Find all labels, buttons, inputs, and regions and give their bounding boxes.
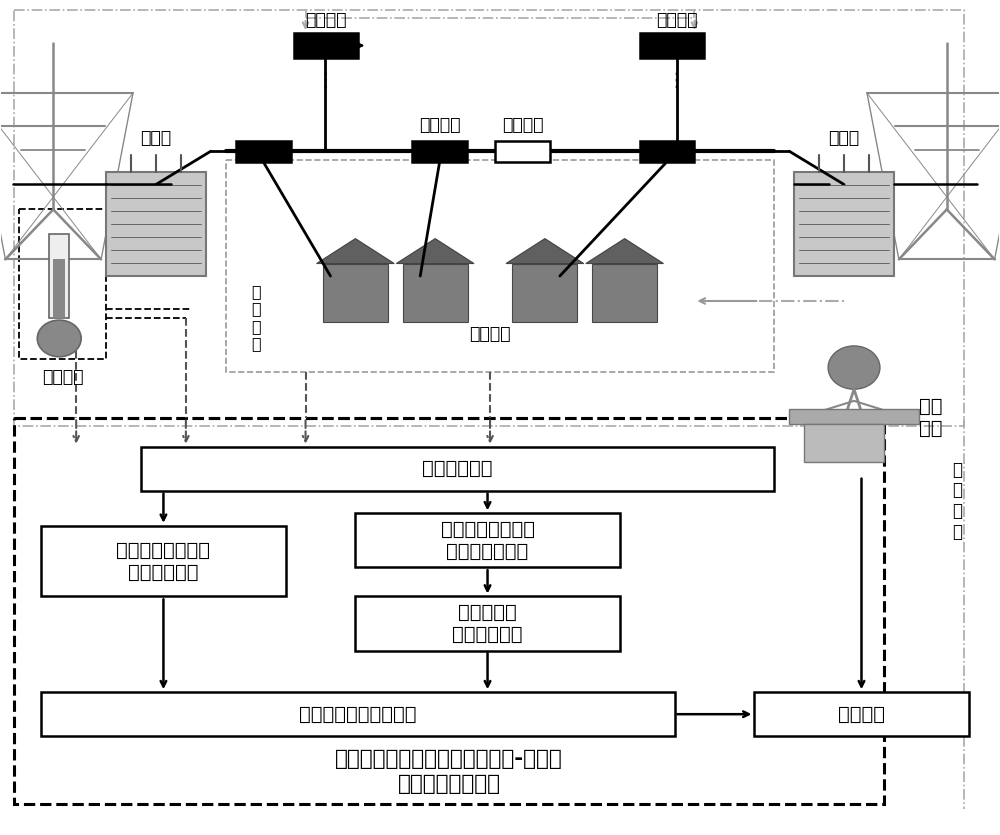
Text: 环境温度: 环境温度 bbox=[42, 367, 84, 386]
Text: 协同过载控制方法: 协同过载控制方法 bbox=[398, 774, 501, 794]
Bar bbox=[236, 141, 291, 162]
Circle shape bbox=[37, 320, 81, 357]
Bar bbox=[294, 33, 358, 58]
Text: 馈线开关: 馈线开关 bbox=[656, 11, 697, 29]
Text: 变压器: 变压器 bbox=[140, 129, 172, 147]
Bar bbox=[789, 409, 919, 424]
Polygon shape bbox=[592, 264, 657, 321]
Text: 可控负荷: 可控负荷 bbox=[469, 326, 511, 343]
Text: 控制对象预处理及
供电台区辨识: 控制对象预处理及 供电台区辨识 bbox=[116, 540, 210, 581]
Bar bbox=[794, 172, 894, 276]
Text: 馈线开关: 馈线开关 bbox=[305, 11, 346, 29]
Text: 联络开关: 联络开关 bbox=[502, 116, 543, 134]
Text: ⋮: ⋮ bbox=[316, 71, 335, 90]
Polygon shape bbox=[317, 239, 394, 264]
Polygon shape bbox=[506, 239, 584, 264]
Polygon shape bbox=[323, 264, 388, 321]
Text: 计及变压器动态安全裕度的电网-变压器: 计及变压器动态安全裕度的电网-变压器 bbox=[335, 749, 563, 769]
Text: 差异性调控或保护策略: 差异性调控或保护策略 bbox=[299, 705, 417, 724]
Text: 监
测
信
息: 监 测 信 息 bbox=[251, 284, 260, 352]
Polygon shape bbox=[586, 239, 664, 264]
Circle shape bbox=[828, 346, 880, 389]
Text: 变压器安全
状态等级划分: 变压器安全 状态等级划分 bbox=[452, 603, 523, 644]
Polygon shape bbox=[396, 239, 474, 264]
Text: ⋮: ⋮ bbox=[667, 71, 686, 90]
Text: 支路开关: 支路开关 bbox=[419, 116, 460, 134]
Text: 监测信息采集: 监测信息采集 bbox=[422, 459, 493, 478]
Bar bbox=[640, 33, 704, 58]
Text: 调控
中心: 调控 中心 bbox=[919, 397, 942, 438]
Bar bbox=[495, 141, 550, 162]
Bar bbox=[355, 514, 620, 567]
Bar bbox=[106, 172, 206, 276]
Bar bbox=[804, 424, 884, 462]
Text: 控
制
信
息: 控 制 信 息 bbox=[952, 461, 962, 541]
Bar bbox=[41, 692, 675, 736]
Text: 变压器: 变压器 bbox=[828, 129, 860, 147]
Bar bbox=[53, 260, 65, 317]
Bar bbox=[49, 235, 69, 317]
Bar bbox=[41, 526, 286, 596]
Text: 变压器安全域建模
及安全裕度评估: 变压器安全域建模 及安全裕度评估 bbox=[441, 519, 535, 561]
Bar bbox=[640, 141, 694, 162]
Bar bbox=[754, 692, 969, 736]
Polygon shape bbox=[403, 264, 468, 321]
Bar bbox=[141, 447, 774, 491]
Text: 调控方案: 调控方案 bbox=[838, 705, 885, 724]
Polygon shape bbox=[512, 264, 577, 321]
Bar bbox=[412, 141, 467, 162]
Bar bbox=[355, 596, 620, 650]
